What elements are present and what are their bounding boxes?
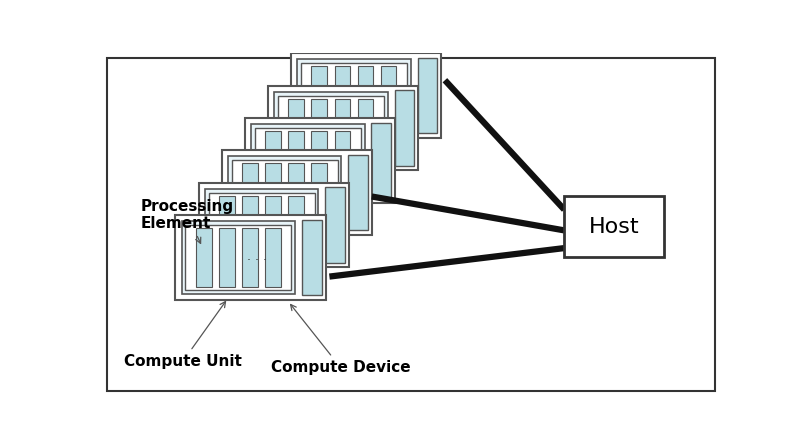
Bar (268, 86, 418, 170)
Bar (265, 163, 281, 222)
Bar (265, 228, 281, 286)
Bar (199, 182, 349, 267)
Bar (381, 66, 396, 125)
Bar (185, 225, 291, 289)
Bar (289, 99, 304, 157)
Bar (181, 221, 295, 293)
Bar (311, 131, 327, 190)
Bar (302, 220, 322, 295)
Text: Compute Unit: Compute Unit (124, 301, 242, 369)
Bar (334, 131, 350, 190)
Bar (326, 187, 345, 263)
Bar (228, 156, 342, 229)
Bar (311, 163, 327, 222)
Bar (358, 66, 373, 125)
Bar (277, 95, 384, 160)
Bar (395, 90, 414, 166)
Bar (245, 118, 395, 202)
Bar (334, 99, 350, 157)
Bar (371, 123, 391, 198)
Bar (289, 131, 304, 190)
Bar (274, 92, 387, 164)
Text: Compute Device: Compute Device (271, 305, 411, 375)
Bar (265, 131, 281, 190)
Bar (297, 59, 411, 132)
Bar (232, 160, 338, 225)
Bar (219, 196, 235, 254)
Bar (255, 128, 361, 193)
Text: · · ·: · · · (248, 254, 268, 267)
Text: Host: Host (589, 217, 640, 237)
Bar (418, 58, 437, 133)
Bar (196, 228, 212, 286)
Bar (289, 196, 304, 254)
Bar (265, 196, 281, 254)
Bar (242, 163, 257, 222)
Bar (205, 189, 318, 261)
Bar (251, 124, 365, 197)
Bar (242, 228, 257, 286)
Bar (348, 155, 368, 230)
Bar (291, 53, 441, 138)
Bar (565, 196, 664, 258)
Bar (242, 196, 257, 254)
Bar (289, 163, 304, 222)
Bar (301, 63, 407, 128)
Bar (358, 99, 373, 157)
Bar (311, 66, 327, 125)
Bar (219, 228, 235, 286)
Bar (311, 99, 327, 157)
Bar (334, 66, 350, 125)
Bar (221, 151, 372, 235)
Bar (176, 215, 326, 300)
Text: Processing
Element: Processing Element (141, 199, 234, 243)
Bar (209, 193, 314, 258)
